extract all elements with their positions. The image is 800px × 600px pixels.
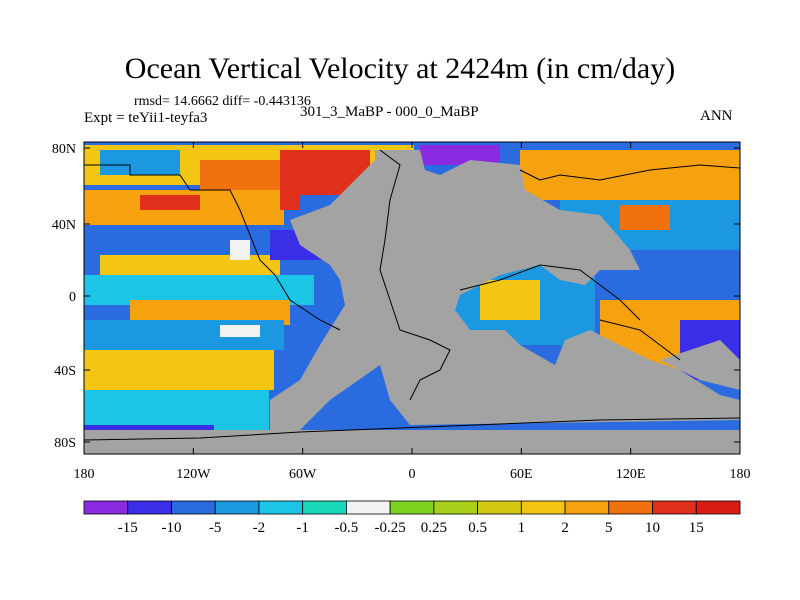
colorbar-swatch xyxy=(695,500,741,515)
colorbar-swatch xyxy=(258,500,304,515)
coastlines xyxy=(84,149,740,441)
colorbar-label: -15 xyxy=(118,520,138,536)
difference-label: 301_3_MaBP - 000_0_MaBP xyxy=(300,104,479,120)
colorbar: -15 -10 -5 -2 -1 -0.5 -0.25 0.25 0.5 1 2 5 10 15 xyxy=(83,500,741,536)
colorbar-label: 0.25 xyxy=(421,520,447,536)
colorbar-swatch xyxy=(345,500,391,515)
lon-tick-label: 120E xyxy=(616,467,646,482)
colorbar-label: 10 xyxy=(645,520,660,536)
lon-tick-label: 0 xyxy=(409,467,416,482)
colorbar-swatch xyxy=(477,500,522,515)
colorbar-label: 0.5 xyxy=(468,520,487,536)
colorbar-label: 15 xyxy=(689,520,704,536)
colorbar-swatch xyxy=(564,500,610,515)
colorbar-label: -2 xyxy=(253,520,266,536)
colorbar-label: 5 xyxy=(605,520,613,536)
colorbar-swatch xyxy=(652,500,697,515)
latitude-ticks: 80N 40N 0 40S 80S xyxy=(52,142,740,451)
colorbar-swatch xyxy=(171,500,216,515)
colorbar-swatch xyxy=(520,500,566,515)
lon-tick-label: 60W xyxy=(289,467,317,482)
colorbar-label: -10 xyxy=(161,520,181,536)
colorbar-swatch xyxy=(302,500,347,515)
season-label: ANN xyxy=(700,108,733,124)
lon-tick-label: 120W xyxy=(176,467,211,482)
lat-tick-label: 0 xyxy=(69,290,76,305)
colorbar-label: 2 xyxy=(561,520,569,536)
lon-tick-label: 180 xyxy=(730,467,751,482)
colorbar-label: -1 xyxy=(296,520,309,536)
colorbar-label: -0.5 xyxy=(335,520,359,536)
colorbar-swatch xyxy=(433,500,479,515)
colorbar-swatch xyxy=(214,500,260,515)
stats-line: rmsd= 14.6662 diff= -0.443136 xyxy=(134,94,311,109)
colorbar-swatch xyxy=(127,500,172,515)
lat-tick-label: 40S xyxy=(54,364,76,379)
colorbar-swatch xyxy=(83,500,129,515)
map-title: Ocean Vertical Velocity at 2424m (in cm/… xyxy=(124,52,676,85)
lat-tick-label: 40N xyxy=(52,218,76,233)
colorbar-swatch xyxy=(608,500,653,515)
colorbar-label: -5 xyxy=(209,520,222,536)
colorbar-label: -0.25 xyxy=(375,520,406,536)
lon-tick-label: 180 xyxy=(74,467,95,482)
colorbar-swatch xyxy=(389,500,435,515)
colorbar-label: 1 xyxy=(518,520,526,536)
lon-tick-label: 60E xyxy=(510,467,533,482)
lat-tick-label: 80S xyxy=(54,436,76,451)
map-panel xyxy=(84,142,740,454)
longitude-ticks: 180 120W 60W 0 60E 120E 180 xyxy=(74,142,751,482)
experiment-label: Expt = teYii1-teyfa3 xyxy=(84,110,208,126)
lat-tick-label: 80N xyxy=(52,142,76,157)
